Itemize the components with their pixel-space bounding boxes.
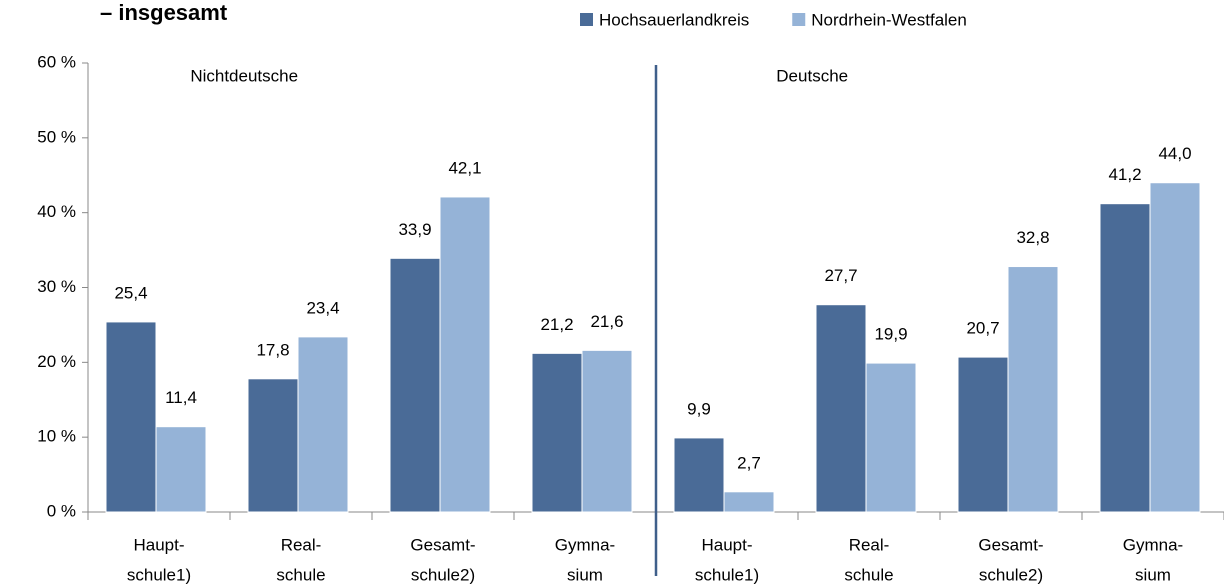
bar (531, 352, 583, 513)
x-tick-label: schule1) (127, 565, 191, 584)
bar (105, 321, 157, 513)
legend-swatch (580, 13, 593, 26)
bar (1099, 203, 1151, 513)
y-tick-label: 20 % (37, 352, 76, 371)
group-label: Nichtdeutsche (190, 66, 298, 85)
bar (247, 378, 299, 513)
value-label: 20,7 (966, 319, 999, 338)
bar (155, 426, 207, 513)
x-tick-label: schule1) (695, 565, 759, 584)
value-label: 17,8 (256, 340, 289, 359)
value-label: 9,9 (687, 399, 711, 418)
y-tick-label: 50 % (37, 127, 76, 146)
value-label: 33,9 (398, 220, 431, 239)
x-tick-label: Gesamt- (978, 535, 1043, 554)
x-tick-label: Real- (281, 535, 322, 554)
bar (957, 356, 1009, 513)
legend-label: Nordrhein-Westfalen (811, 10, 967, 29)
x-tick-label: sium (1135, 565, 1171, 584)
bar (673, 437, 725, 513)
value-label: 2,7 (737, 453, 761, 472)
value-label: 23,4 (306, 298, 339, 317)
value-label: 41,2 (1108, 165, 1141, 184)
bar (1149, 182, 1201, 513)
bar (815, 304, 867, 513)
value-label: 21,2 (540, 315, 573, 334)
x-tick-label: Haupt- (133, 535, 184, 554)
x-tick-label: schule (844, 565, 893, 584)
x-tick-label: schule2) (979, 565, 1043, 584)
y-tick-label: 10 % (37, 427, 76, 446)
bar (723, 491, 775, 513)
legend-swatch (792, 13, 806, 26)
value-label: 19,9 (874, 325, 907, 344)
bar (865, 362, 917, 513)
y-tick-label: 40 % (37, 202, 76, 221)
value-label: 25,4 (114, 283, 147, 302)
chart-title: – insgesamt (100, 0, 228, 25)
x-tick-label: Gymna- (555, 535, 615, 554)
x-tick-label: Gymna- (1123, 535, 1183, 554)
value-label: 42,1 (448, 158, 481, 177)
y-tick-label: 60 % (37, 52, 76, 71)
legend-label: Hochsauerlandkreis (599, 10, 749, 29)
x-tick-label: Real- (849, 535, 890, 554)
x-tick-label: sium (567, 565, 603, 584)
x-tick-label: schule2) (411, 565, 475, 584)
x-tick-label: schule (276, 565, 325, 584)
x-tick-label: Haupt- (701, 535, 752, 554)
bar (439, 196, 491, 513)
y-tick-label: 0 % (47, 501, 76, 520)
value-label: 21,6 (590, 312, 623, 331)
value-label: 27,7 (824, 266, 857, 285)
value-label: 44,0 (1158, 144, 1191, 163)
group-label: Deutsche (776, 66, 848, 85)
value-label: 32,8 (1016, 228, 1049, 247)
x-tick-label: Gesamt- (410, 535, 475, 554)
bar (297, 336, 349, 513)
bar (389, 257, 441, 513)
bar (1007, 266, 1059, 513)
bar (581, 349, 633, 513)
y-tick-label: 30 % (37, 277, 76, 296)
value-label: 11,4 (165, 388, 197, 407)
